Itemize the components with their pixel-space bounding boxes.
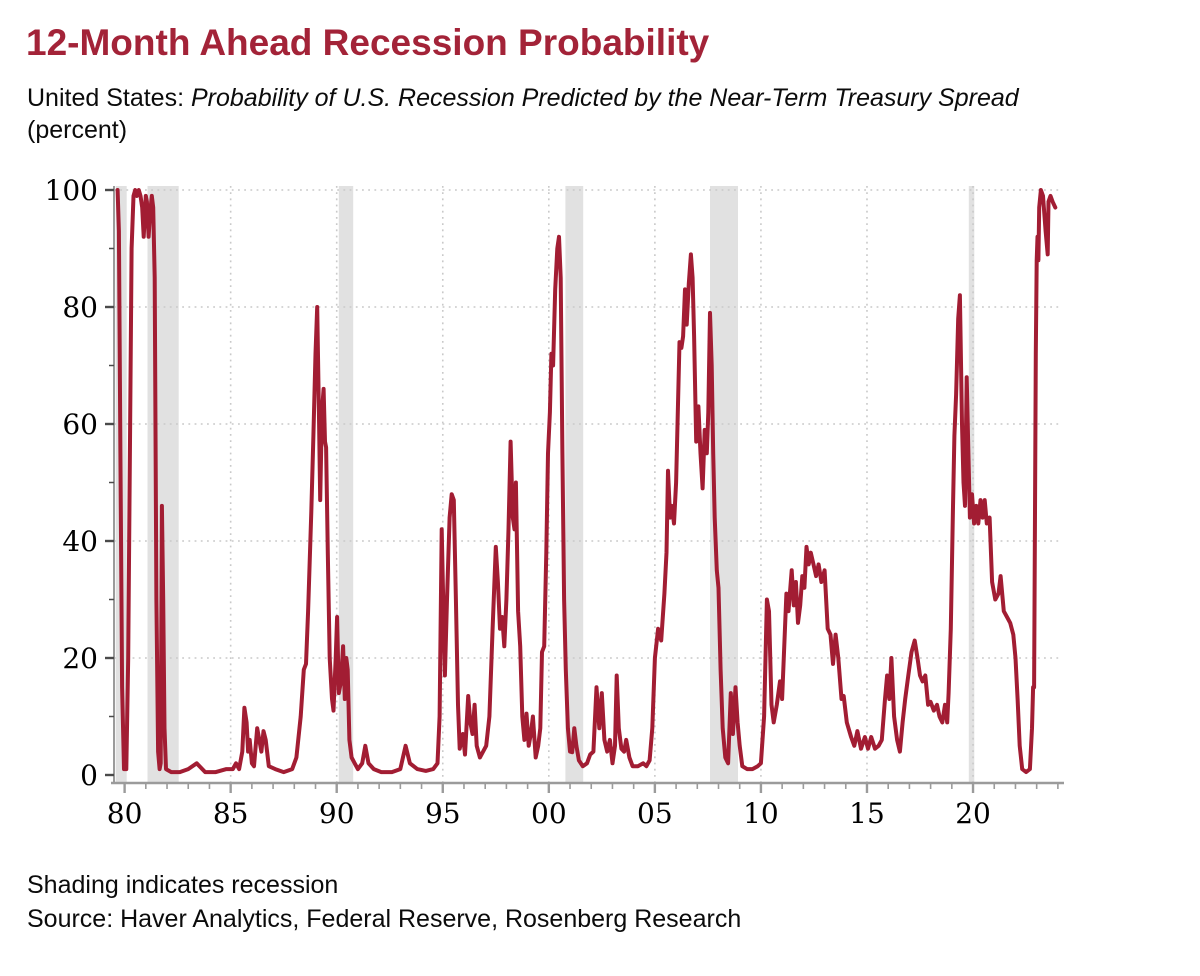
x-tick-label: 20	[955, 797, 991, 830]
footnotes: Shading indicates recession Source: Have…	[27, 868, 741, 936]
probability-line	[115, 188, 1058, 775]
footnote-shading: Shading indicates recession	[27, 871, 339, 899]
x-tick-label: 10	[743, 797, 779, 830]
recession-band	[968, 186, 975, 783]
subtitle-unit: (percent)	[27, 116, 128, 144]
footnote-source: Source: Haver Analytics, Federal Reserve…	[27, 905, 742, 933]
x-tick-label: 05	[637, 797, 673, 830]
y-tick-label: 60	[62, 408, 98, 441]
x-tick-label: 90	[319, 797, 355, 830]
y-tick-label: 100	[45, 174, 98, 207]
y-tick-label: 40	[62, 525, 98, 558]
y-tick-label: 20	[62, 642, 98, 675]
x-tick-label: 80	[107, 797, 143, 830]
recession-band	[565, 186, 584, 783]
x-tick-label: 95	[425, 797, 461, 830]
y-tick-label: 80	[62, 291, 98, 324]
subtitle-prefix: United States:	[27, 84, 191, 112]
chart-subtitle: United States: Probability of U.S. Reces…	[27, 82, 1019, 146]
subtitle-italic: Probability of U.S. Recession Predicted …	[190, 84, 1019, 112]
x-tick-label: 85	[213, 797, 249, 830]
y-tick-label: 0	[80, 759, 98, 792]
recession-band	[338, 186, 354, 783]
page-title: 12-Month Ahead Recession Probability	[26, 22, 710, 63]
x-tick-label: 00	[531, 797, 567, 830]
x-tick-label: 15	[849, 797, 885, 830]
